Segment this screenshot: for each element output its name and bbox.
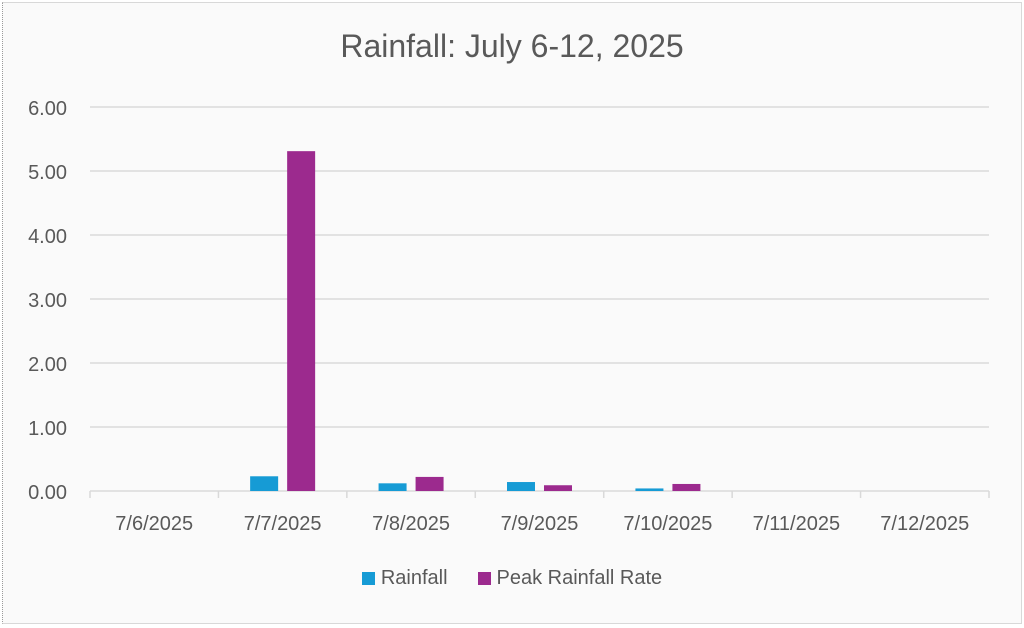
bar-rainfall[interactable] (635, 488, 664, 491)
bar-peak-rate[interactable] (287, 151, 316, 491)
bar-peak-rate[interactable] (544, 485, 572, 491)
x-tick-label: 7/9/2025 (501, 513, 579, 535)
legend-item-rainfall[interactable]: Rainfall (361, 567, 448, 590)
y-tick-label: 3.00 (28, 290, 67, 312)
y-tick-label: 6.00 (28, 98, 67, 120)
bar-peak-rate[interactable] (672, 483, 701, 491)
x-tick-label: 7/12/2025 (880, 513, 969, 535)
legend-label: Peak Rainfall Rate (496, 567, 663, 589)
y-tick-label: 4.00 (28, 226, 67, 248)
bar-rainfall[interactable] (507, 482, 535, 491)
chart-title: Rainfall: July 6-12, 2025 (340, 28, 684, 64)
y-tick-label: 2.00 (28, 354, 67, 376)
peak-rate-swatch-icon (477, 572, 491, 585)
y-tick-label: 0.00 (28, 482, 67, 504)
y-tick-label: 1.00 (28, 418, 67, 440)
x-tick-label: 7/8/2025 (372, 513, 450, 535)
x-tick-label: 7/11/2025 (753, 513, 841, 535)
legend-item-peak-rainfall-rate[interactable]: Peak Rainfall Rate (477, 567, 663, 590)
y-tick-label: 5.00 (28, 162, 67, 184)
x-tick-label: 7/6/2025 (115, 513, 193, 535)
x-tick-label: 7/7/2025 (244, 513, 322, 535)
bar-rainfall[interactable] (378, 483, 407, 491)
bar-rainfall[interactable] (250, 476, 279, 491)
bar-peak-rate[interactable] (415, 476, 444, 491)
legend-label: Rainfall (380, 567, 448, 589)
x-tick-label: 7/10/2025 (623, 513, 712, 535)
rainfall-swatch-icon (361, 572, 375, 585)
legend: Rainfall Peak Rainfall Rate (0, 567, 1024, 590)
